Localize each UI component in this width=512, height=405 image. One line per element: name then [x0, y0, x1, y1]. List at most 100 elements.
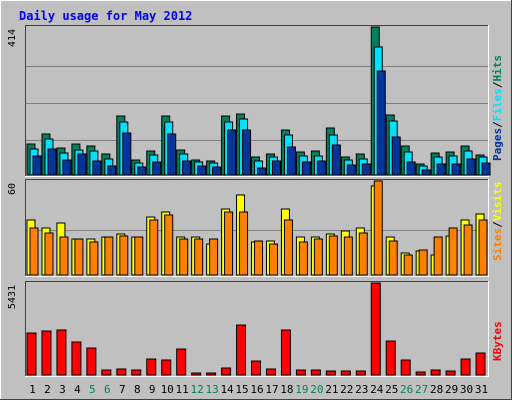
hits-panel-pages-bar-day-18 [286, 146, 296, 176]
visits-panel-legend-visits: Visits [491, 182, 504, 222]
hits-panel-pages-bar-day-23 [361, 163, 371, 176]
visits-panel-sites-bar-day-15 [239, 211, 249, 276]
kbytes-panel-kbytes-bar-day-28 [430, 369, 441, 376]
visits-panel-sites-bar-day-23 [358, 232, 368, 276]
day-tick-label: 20 [310, 383, 323, 396]
day-tick-label: 2 [44, 383, 51, 396]
hits-panel-pages-bar-day-29 [451, 163, 461, 176]
day-tick-label: 30 [460, 383, 473, 396]
day-tick-label: 19 [295, 383, 308, 396]
visits-panel-sites-bar-day-22 [343, 236, 353, 276]
kbytes-panel-kbytes-bar-day-14 [221, 367, 232, 376]
day-tick-label: 12 [191, 383, 204, 396]
kbytes-panel-kbytes-bar-day-7 [116, 368, 127, 376]
visits-panel-sites-bar-day-9 [149, 219, 159, 276]
visits-panel-sites-bar-day-26 [403, 254, 413, 276]
visits-panel-max-label: 60 [7, 183, 18, 195]
hits-panel-pages-bar-day-10 [167, 133, 177, 176]
day-tick-label: 22 [340, 383, 353, 396]
kbytes-panel-kbytes-bar-day-12 [191, 372, 202, 376]
day-tick-label: 15 [235, 383, 248, 396]
hits-panel-pages-bar-day-9 [152, 161, 162, 176]
day-tick-label: 1 [29, 383, 36, 396]
visits-panel-sites-bar-day-14 [224, 211, 234, 276]
kbytes-panel-kbytes-bar-day-1 [26, 332, 37, 376]
day-tick-label: 29 [445, 383, 458, 396]
hits-panel-pages-bar-day-22 [346, 164, 356, 176]
kbytes-panel-kbytes-bar-day-18 [280, 329, 291, 376]
kbytes-panel-kbytes-bar-day-16 [251, 360, 262, 376]
visits-panel-sites-bar-day-3 [59, 236, 69, 276]
hits-panel-pages-bar-day-26 [406, 161, 416, 176]
day-tick-label: 25 [385, 383, 398, 396]
visits-panel-sites-bar-day-5 [89, 241, 99, 276]
visits-panel-sites-bar-day-31 [478, 219, 488, 276]
day-tick-label: 8 [134, 383, 141, 396]
chart-title: Daily usage for May 2012 [19, 9, 192, 23]
hits-panel-pages-bar-day-16 [257, 167, 267, 176]
hits-panel-pages-bar-day-6 [107, 165, 117, 176]
kbytes-panel-legend: KBytes [491, 321, 504, 361]
kbytes-panel-max-label: 5431 [7, 285, 18, 309]
visits-panel-sites-bar-day-4 [74, 238, 84, 276]
hits-panel-legend-separator: / [491, 121, 504, 128]
kbytes-panel-kbytes-bar-day-4 [71, 341, 82, 376]
hits-panel-pages-bar-day-8 [137, 166, 147, 176]
hits-panel-pages-bar-day-24 [376, 70, 386, 176]
day-tick-label: 16 [250, 383, 263, 396]
hits-panel-pages-bar-day-1 [32, 155, 42, 176]
visits-panel-sites-bar-day-2 [44, 232, 54, 276]
kbytes-panel-kbytes-bar-day-20 [310, 369, 321, 376]
hits-panel-legend: Pages/Files/Hits [491, 55, 504, 161]
kbytes-panel-kbytes-bar-day-21 [325, 370, 336, 376]
hits-panel-pages-bar-day-27 [421, 169, 431, 176]
hits-panel-pages-bar-day-12 [197, 165, 207, 176]
kbytes-panel-kbytes-bar-day-5 [86, 347, 97, 376]
hits-panel-pages-bar-day-31 [481, 162, 491, 176]
visits-panel-legend-separator: / [491, 221, 504, 228]
kbytes-panel-kbytes-bar-day-27 [415, 371, 426, 376]
visits-panel-sites-bar-day-20 [313, 238, 323, 276]
visits-panel-sites-bar-day-18 [283, 219, 293, 276]
hits-panel-pages-bar-day-13 [212, 166, 222, 176]
visits-panel-sites-bar-day-29 [448, 227, 458, 276]
hits-panel-pages-bar-day-2 [47, 148, 57, 176]
visits-panel-sites-bar-day-28 [433, 236, 443, 276]
day-tick-label: 27 [415, 383, 428, 396]
visits-panel-sites-bar-day-16 [254, 240, 264, 276]
visits-panel-sites-bar-day-10 [164, 214, 174, 276]
day-tick-label: 14 [220, 383, 234, 396]
kbytes-panel-kbytes-bar-day-17 [265, 368, 276, 376]
hits-panel-pages-bar-day-17 [271, 160, 281, 176]
day-tick-label: 7 [119, 383, 126, 396]
kbytes-panel-kbytes-bar-day-15 [236, 324, 247, 376]
visits-panel-sites-bar-day-24 [373, 180, 383, 276]
kbytes-panel-kbytes-bar-day-22 [340, 370, 351, 376]
visits-panel-sites-bar-day-17 [268, 243, 278, 276]
kbytes-panel-kbytes-bar-day-6 [101, 369, 112, 376]
day-tick-label: 31 [475, 383, 488, 396]
day-tick-label: 17 [265, 383, 278, 396]
day-tick-label: 23 [355, 383, 368, 396]
day-tick-label: 11 [176, 383, 189, 396]
hits-panel-legend-hits: Hits [491, 55, 504, 82]
hits-panel-pages-bar-day-30 [466, 158, 476, 176]
kbytes-panel-legend-kbytes: KBytes [491, 321, 504, 361]
hits-panel-pages-bar-day-19 [301, 161, 311, 176]
day-tick-label: 18 [280, 383, 293, 396]
day-tick-label: 13 [205, 383, 218, 396]
hits-panel-pages-bar-day-20 [316, 160, 326, 176]
plot-layer: 414Pages/Files/Hits60Sites/Visits5431KBy… [7, 25, 504, 396]
hits-panel-pages-bar-day-11 [182, 160, 192, 176]
kbytes-panel-kbytes-bar-day-23 [355, 370, 366, 376]
day-tick-label: 6 [104, 383, 111, 396]
kbytes-panel-kbytes-bar-day-10 [161, 359, 172, 376]
hits-panel-pages-bar-day-25 [391, 136, 401, 176]
kbytes-panel-kbytes-bar-day-29 [445, 370, 456, 376]
kbytes-panel-kbytes-bar-day-19 [295, 369, 306, 376]
kbytes-panel-kbytes-bar-day-25 [385, 340, 396, 376]
day-tick-label: 28 [430, 383, 443, 396]
hits-panel-pages-bar-day-3 [62, 159, 72, 176]
